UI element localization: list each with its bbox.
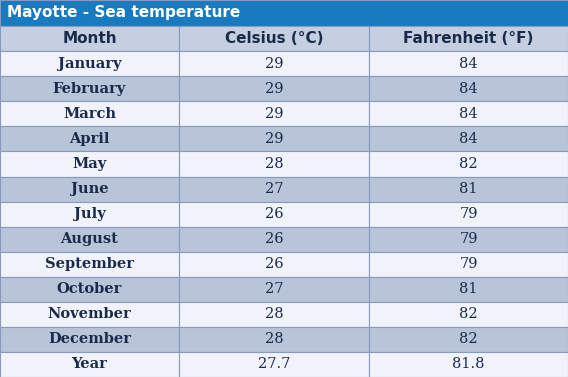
Bar bbox=[179, 202, 369, 227]
Text: 82: 82 bbox=[460, 333, 478, 346]
Text: 79: 79 bbox=[460, 207, 478, 221]
Bar bbox=[179, 277, 369, 302]
Bar bbox=[0, 51, 179, 76]
Text: January: January bbox=[58, 57, 121, 71]
Text: 29: 29 bbox=[265, 132, 283, 146]
Bar bbox=[0, 302, 179, 327]
Bar bbox=[369, 152, 568, 176]
Text: 26: 26 bbox=[265, 207, 283, 221]
Bar bbox=[179, 302, 369, 327]
Bar bbox=[0, 101, 179, 126]
Bar bbox=[0, 76, 179, 101]
Text: 84: 84 bbox=[460, 132, 478, 146]
Text: 79: 79 bbox=[460, 257, 478, 271]
Text: 82: 82 bbox=[460, 157, 478, 171]
Text: 81: 81 bbox=[460, 182, 478, 196]
Bar bbox=[179, 51, 369, 76]
Text: 28: 28 bbox=[265, 333, 283, 346]
Text: 29: 29 bbox=[265, 57, 283, 71]
Text: June: June bbox=[70, 182, 108, 196]
Bar bbox=[369, 51, 568, 76]
Bar bbox=[179, 76, 369, 101]
Text: Fahrenheit (°F): Fahrenheit (°F) bbox=[403, 31, 534, 46]
Text: 27: 27 bbox=[265, 182, 283, 196]
Bar bbox=[0, 176, 179, 202]
Bar bbox=[179, 176, 369, 202]
Text: 79: 79 bbox=[460, 232, 478, 246]
Bar bbox=[179, 227, 369, 252]
Bar bbox=[369, 327, 568, 352]
Text: 26: 26 bbox=[265, 232, 283, 246]
Bar bbox=[0, 126, 179, 152]
Text: 26: 26 bbox=[265, 257, 283, 271]
Bar bbox=[179, 26, 369, 51]
Text: 29: 29 bbox=[265, 82, 283, 96]
Text: February: February bbox=[53, 82, 126, 96]
Text: 82: 82 bbox=[460, 307, 478, 321]
Text: 27: 27 bbox=[265, 282, 283, 296]
Bar bbox=[369, 101, 568, 126]
Bar bbox=[369, 126, 568, 152]
Bar bbox=[0, 227, 179, 252]
Text: 81: 81 bbox=[460, 282, 478, 296]
Bar bbox=[0, 202, 179, 227]
Text: Month: Month bbox=[62, 31, 117, 46]
Bar bbox=[0, 327, 179, 352]
Bar bbox=[179, 352, 369, 377]
Bar bbox=[369, 252, 568, 277]
Text: 81.8: 81.8 bbox=[452, 357, 485, 371]
Bar bbox=[179, 252, 369, 277]
Bar bbox=[0, 352, 179, 377]
Bar bbox=[369, 352, 568, 377]
Text: August: August bbox=[61, 232, 118, 246]
Bar bbox=[369, 76, 568, 101]
Bar bbox=[0, 277, 179, 302]
Text: Celsius (°C): Celsius (°C) bbox=[225, 31, 323, 46]
Text: 27.7: 27.7 bbox=[258, 357, 290, 371]
Bar bbox=[369, 277, 568, 302]
Bar bbox=[179, 327, 369, 352]
Bar bbox=[0, 0, 568, 26]
Text: 84: 84 bbox=[460, 57, 478, 71]
Text: July: July bbox=[74, 207, 105, 221]
Text: December: December bbox=[48, 333, 131, 346]
Text: 28: 28 bbox=[265, 307, 283, 321]
Text: October: October bbox=[57, 282, 122, 296]
Bar bbox=[0, 252, 179, 277]
Bar bbox=[0, 152, 179, 176]
Text: September: September bbox=[45, 257, 134, 271]
Text: 84: 84 bbox=[460, 107, 478, 121]
Text: March: March bbox=[63, 107, 116, 121]
Bar bbox=[0, 26, 179, 51]
Bar bbox=[369, 202, 568, 227]
Text: November: November bbox=[48, 307, 131, 321]
Bar bbox=[369, 26, 568, 51]
Text: April: April bbox=[69, 132, 110, 146]
Bar bbox=[369, 227, 568, 252]
Text: Mayotte - Sea temperature: Mayotte - Sea temperature bbox=[7, 5, 240, 20]
Text: 28: 28 bbox=[265, 157, 283, 171]
Text: Year: Year bbox=[72, 357, 107, 371]
Text: 84: 84 bbox=[460, 82, 478, 96]
Bar bbox=[179, 101, 369, 126]
Bar bbox=[369, 302, 568, 327]
Bar bbox=[179, 152, 369, 176]
Bar bbox=[369, 176, 568, 202]
Text: 29: 29 bbox=[265, 107, 283, 121]
Text: May: May bbox=[72, 157, 107, 171]
Bar bbox=[179, 126, 369, 152]
